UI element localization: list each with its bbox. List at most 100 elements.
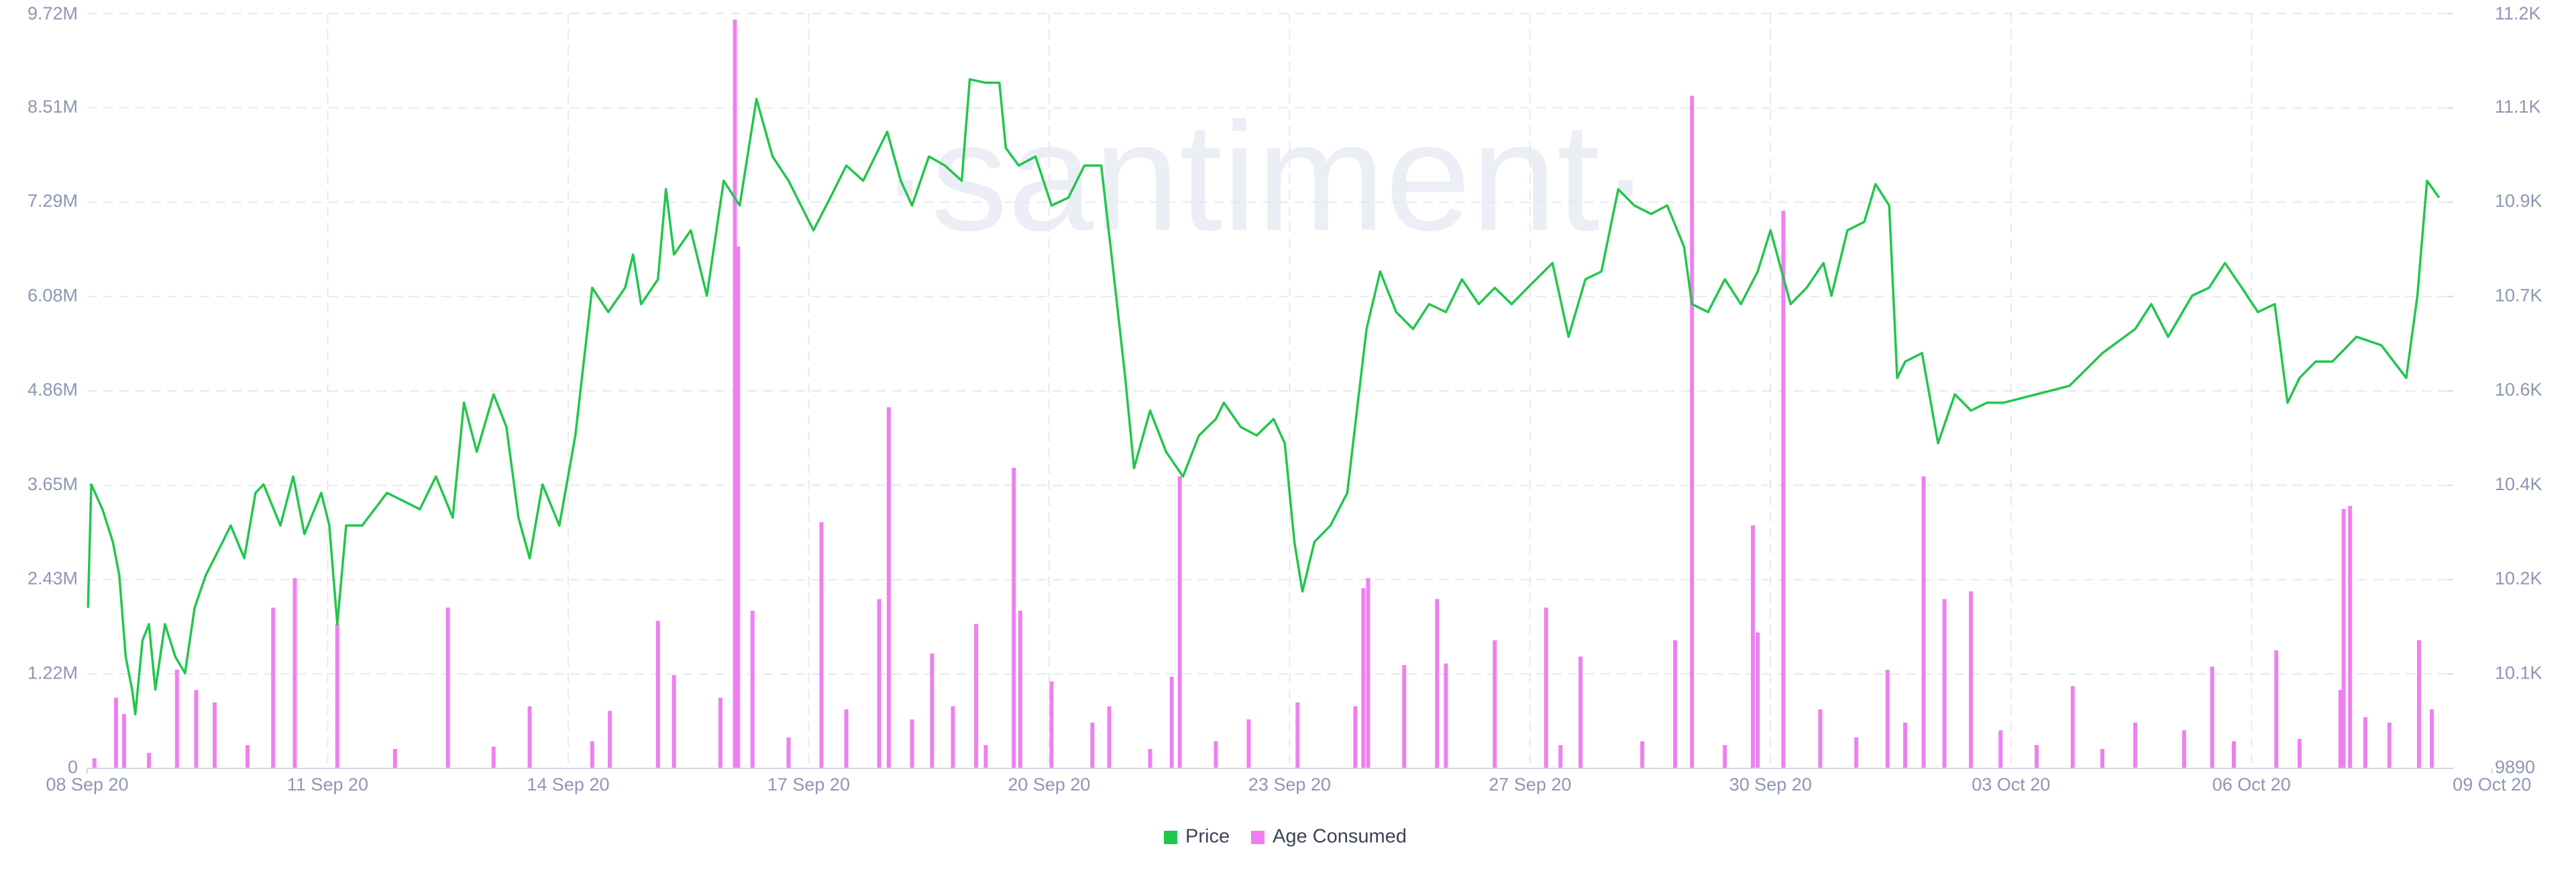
- y-tick-label: 6.08M: [28, 285, 78, 305]
- age-bar: [2338, 689, 2343, 768]
- age-bar: [1169, 677, 1174, 768]
- age-bar: [1756, 632, 1760, 768]
- y2-tick-label: 10.7K: [2495, 285, 2542, 305]
- grid: [87, 13, 2448, 769]
- y2-tick-label: 11.2K: [2495, 3, 2541, 23]
- x-tick-label: 06 Oct 20: [2212, 774, 2291, 795]
- legend-swatch[interactable]: [1251, 831, 1265, 844]
- y2-tick-label: 10.1K: [2495, 662, 2542, 683]
- age-bar: [1673, 640, 1678, 768]
- age-bar: [1818, 709, 1823, 768]
- x-tick-label: 03 Oct 20: [1972, 774, 2050, 795]
- age-bar: [1090, 722, 1095, 768]
- age-bar: [174, 669, 179, 768]
- age-bar: [1049, 681, 1054, 768]
- age-bar: [1148, 749, 1152, 768]
- age-bar: [1435, 599, 1440, 768]
- y2-tick-label: 10.6K: [2495, 380, 2542, 400]
- age-bar: [733, 19, 737, 769]
- legend: Price Age Consumed: [1164, 826, 1407, 848]
- price-line: [87, 78, 2440, 716]
- age-bar: [2231, 741, 2236, 768]
- age-bar: [2416, 640, 2421, 768]
- age-bar: [2035, 745, 2039, 768]
- age-bar: [121, 713, 126, 768]
- age-bar: [590, 741, 594, 768]
- age-bar: [930, 653, 934, 768]
- lines: [87, 78, 2440, 716]
- age-bar: [736, 246, 741, 768]
- age-bar: [1690, 95, 1695, 768]
- y-tick-label: 4.86M: [28, 380, 78, 400]
- age-bar: [392, 749, 397, 768]
- age-bar: [1295, 702, 1300, 768]
- age-bar: [1544, 607, 1548, 768]
- age-bar: [292, 578, 297, 768]
- age-bar: [335, 624, 339, 768]
- age-bar: [910, 719, 914, 768]
- age-bar: [445, 607, 450, 768]
- age-bar: [1493, 640, 1497, 768]
- age-bar: [1781, 211, 1786, 768]
- y2-tick-label: 10.2K: [2495, 569, 2542, 589]
- age-bar: [1903, 722, 1908, 768]
- bars: [92, 19, 2434, 769]
- age-bar: [1361, 588, 1366, 768]
- age-bar: [1723, 745, 1727, 768]
- age-bar: [877, 599, 881, 768]
- y2-tick-label: 9890: [2495, 757, 2535, 777]
- axes: 0 1.22M 2.43M 3.65M 4.86M 6.08M 7.29M 8.51M 9.72…: [28, 3, 2542, 795]
- x-tick-label: 14 Sep 20: [527, 774, 609, 795]
- age-bar: [1558, 745, 1563, 768]
- age-bar: [1402, 664, 1407, 768]
- age-bar: [1177, 476, 1182, 768]
- y-tick-label: 0: [68, 757, 78, 777]
- y-tick-label: 2.43M: [28, 569, 78, 589]
- age-bar: [1921, 476, 1926, 768]
- x-tick-label: 17 Sep 20: [767, 774, 850, 795]
- age-bar: [92, 758, 97, 768]
- x-tick-label: 11 Sep 20: [287, 774, 368, 795]
- age-bar: [2341, 509, 2346, 768]
- legend-label[interactable]: Price: [1185, 826, 1230, 848]
- age-bar: [974, 624, 979, 768]
- age-bar: [2210, 666, 2214, 768]
- age-bar: [1444, 663, 1448, 768]
- age-bar: [2387, 722, 2392, 768]
- age-bar: [983, 745, 988, 768]
- age-bar: [2348, 506, 2353, 768]
- x-tick-label: 08 Sep 20: [46, 774, 128, 795]
- x-tick-label: 20 Sep 20: [1008, 774, 1090, 795]
- age-bar: [114, 697, 119, 768]
- age-bar: [886, 407, 891, 768]
- x-tick-label: 27 Sep 20: [1489, 774, 1571, 795]
- age-bar: [1366, 578, 1371, 768]
- age-bar: [1018, 610, 1022, 768]
- age-bar: [608, 711, 612, 768]
- age-bar: [1885, 669, 1890, 768]
- y-tick-label: 3.65M: [28, 474, 78, 494]
- legend-label[interactable]: Age Consumed: [1273, 826, 1407, 848]
- x-tick-label: 30 Sep 20: [1729, 774, 1812, 795]
- age-bar: [2133, 722, 2137, 768]
- age-bar: [1107, 706, 1112, 768]
- y2-tick-label: 10.9K: [2495, 191, 2542, 211]
- age-bar: [1998, 730, 2003, 768]
- y-tick-label: 9.72M: [28, 3, 78, 23]
- age-bar: [212, 702, 217, 768]
- age-bar: [672, 675, 676, 768]
- y-tick-label: 1.22M: [28, 662, 78, 683]
- age-bar: [718, 697, 722, 768]
- age-bar: [2182, 730, 2186, 768]
- watermark: ·santiment·: [879, 91, 1651, 263]
- age-bar: [1640, 741, 1645, 768]
- age-bar: [527, 706, 532, 768]
- legend-swatch[interactable]: [1164, 831, 1177, 844]
- age-bar: [2430, 709, 2434, 768]
- y2-tick-label: 11.1K: [2495, 97, 2541, 117]
- age-bar: [245, 745, 250, 768]
- age-bar: [1751, 525, 1756, 768]
- age-bar: [1246, 719, 1251, 768]
